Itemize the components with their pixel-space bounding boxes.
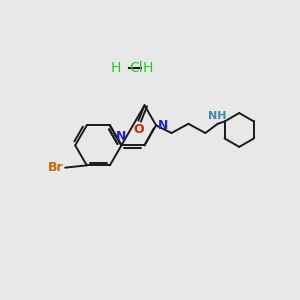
- Text: NH: NH: [208, 112, 227, 122]
- Text: Br: Br: [48, 161, 64, 174]
- Text: N: N: [116, 130, 127, 143]
- Text: H: H: [142, 61, 153, 75]
- Text: O: O: [133, 123, 144, 136]
- Text: N: N: [158, 119, 169, 132]
- Text: Cl: Cl: [129, 61, 143, 75]
- Text: H: H: [111, 61, 122, 75]
